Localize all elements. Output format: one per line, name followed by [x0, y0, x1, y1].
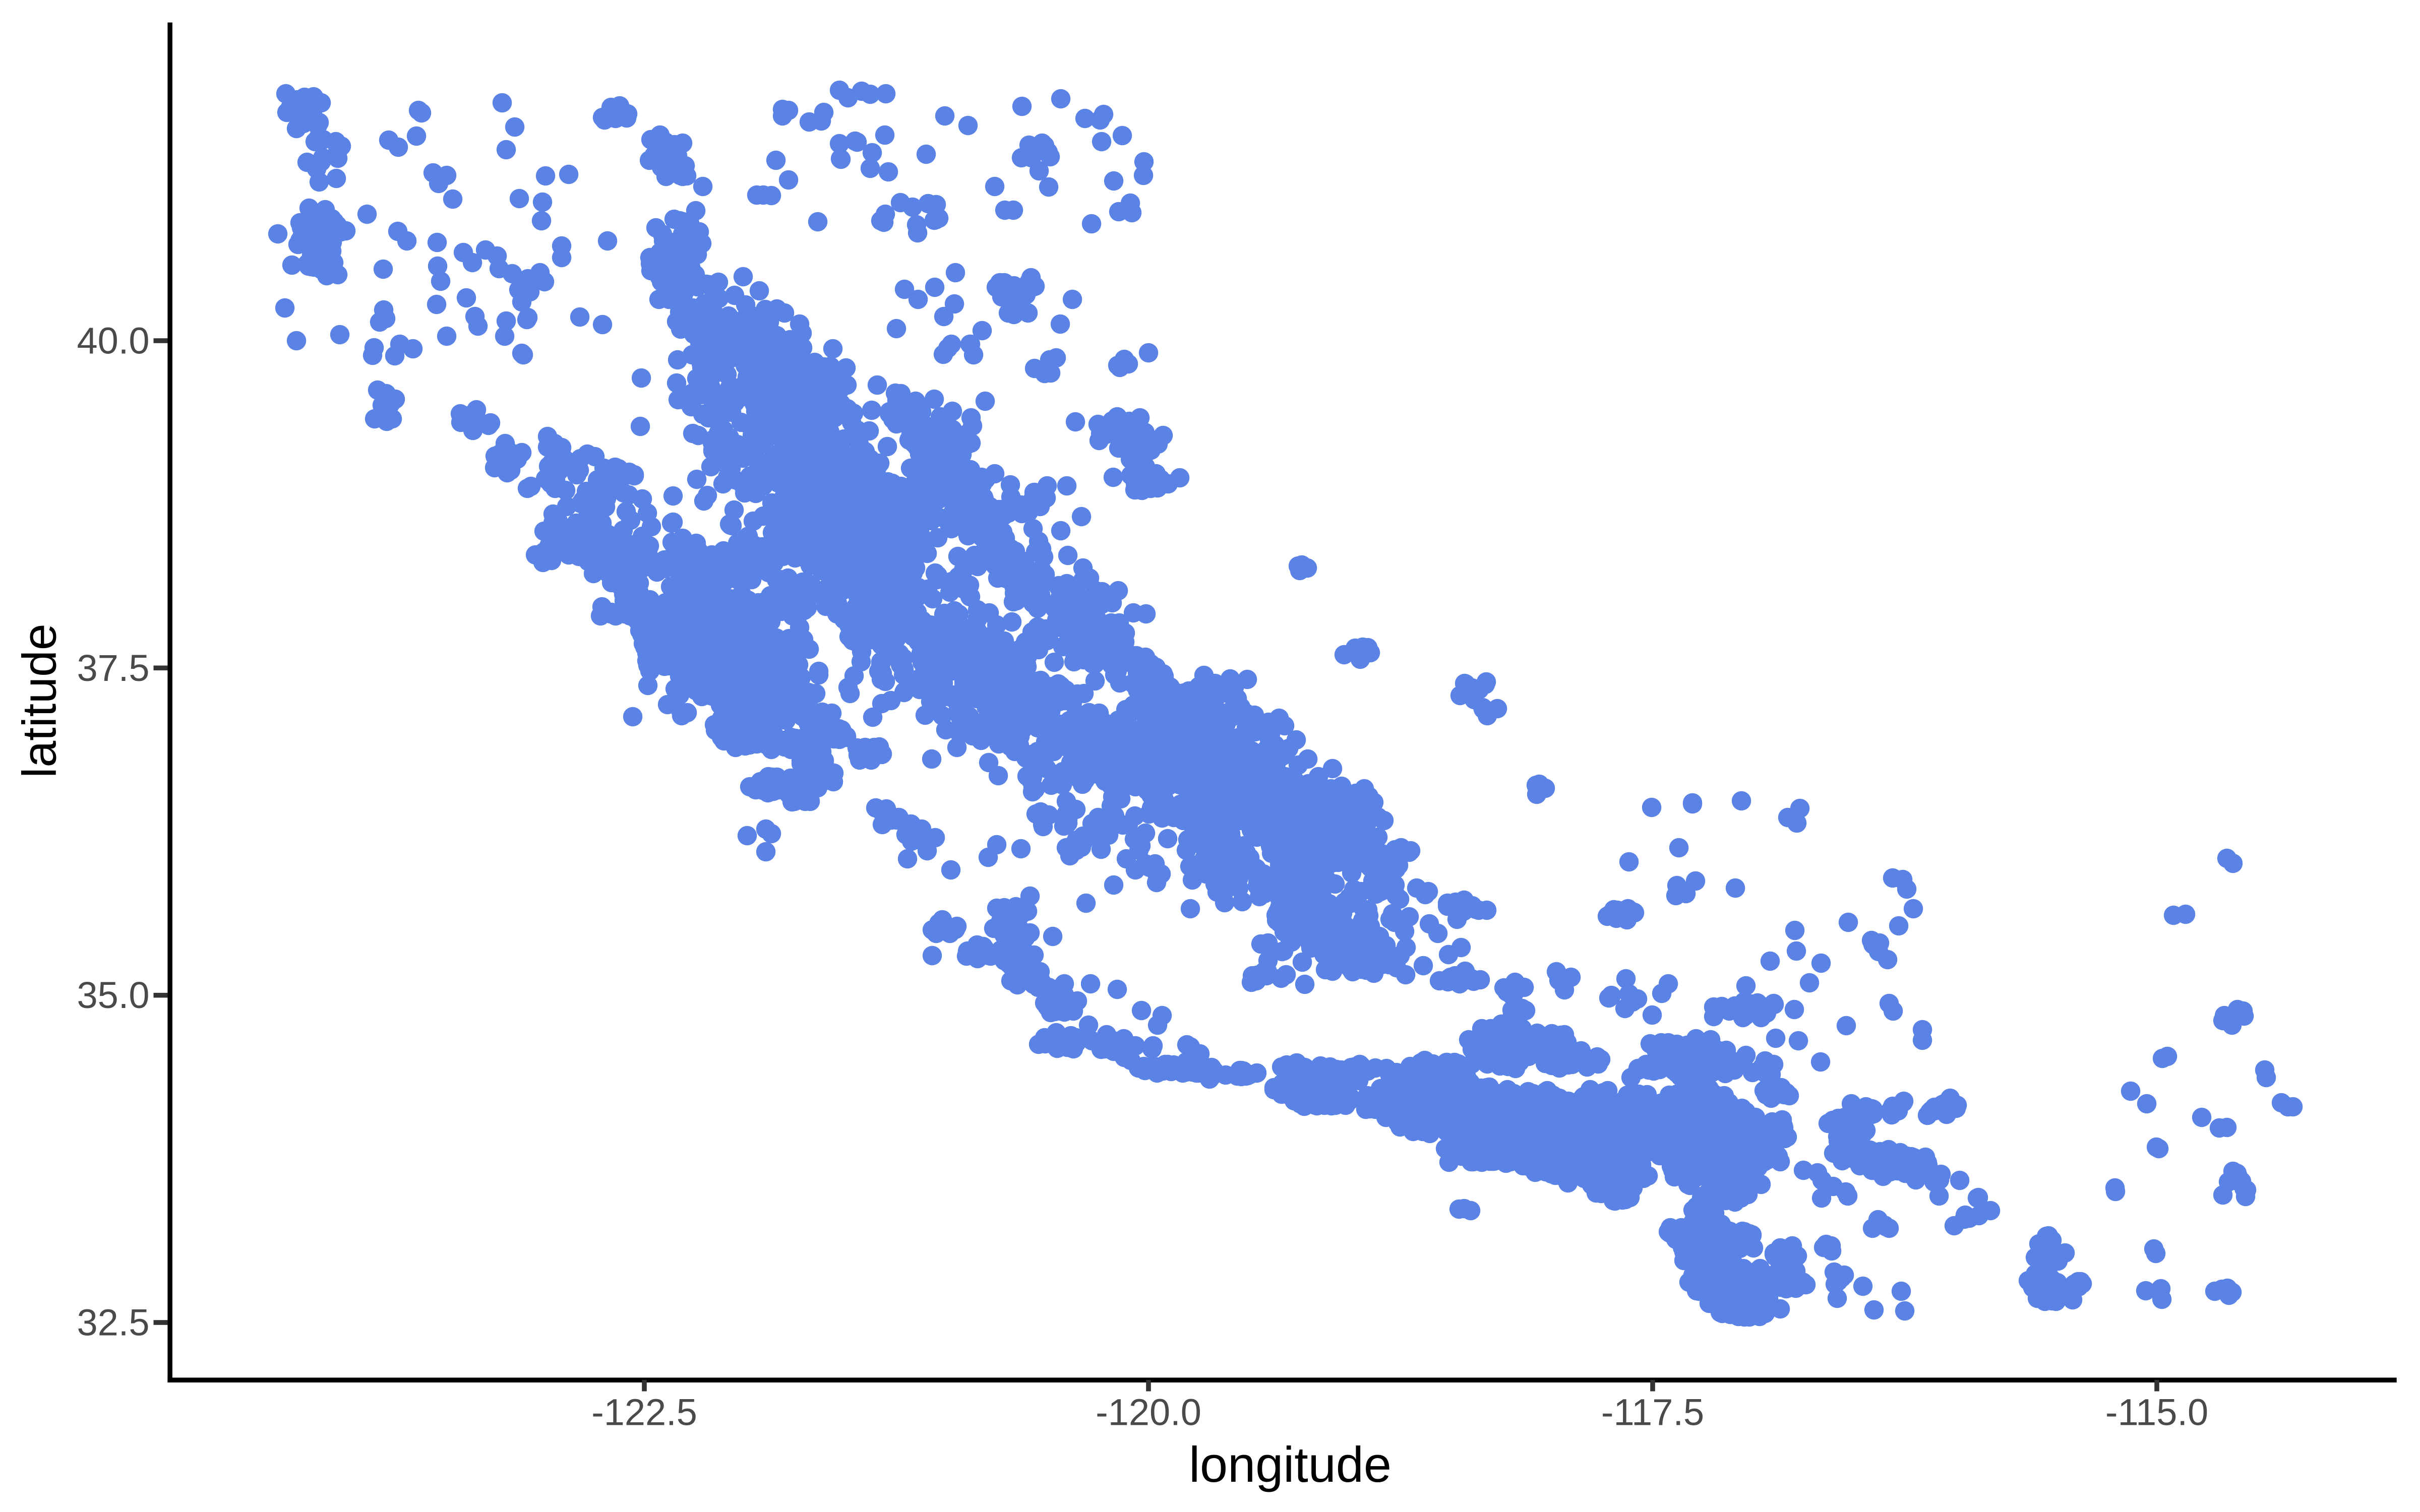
svg-text:longitude: longitude	[1189, 1436, 1392, 1492]
svg-text:35.0: 35.0	[77, 974, 149, 1016]
svg-text:37.5: 37.5	[77, 647, 149, 689]
svg-text:-115.0: -115.0	[2105, 1391, 2208, 1433]
svg-text:-120.0: -120.0	[1096, 1391, 1201, 1433]
svg-text:32.5: 32.5	[77, 1302, 149, 1344]
svg-text:-122.5: -122.5	[591, 1391, 697, 1433]
svg-text:latitude: latitude	[13, 623, 67, 778]
svg-text:40.0: 40.0	[77, 320, 149, 362]
svg-text:-117.5: -117.5	[1601, 1391, 1704, 1433]
